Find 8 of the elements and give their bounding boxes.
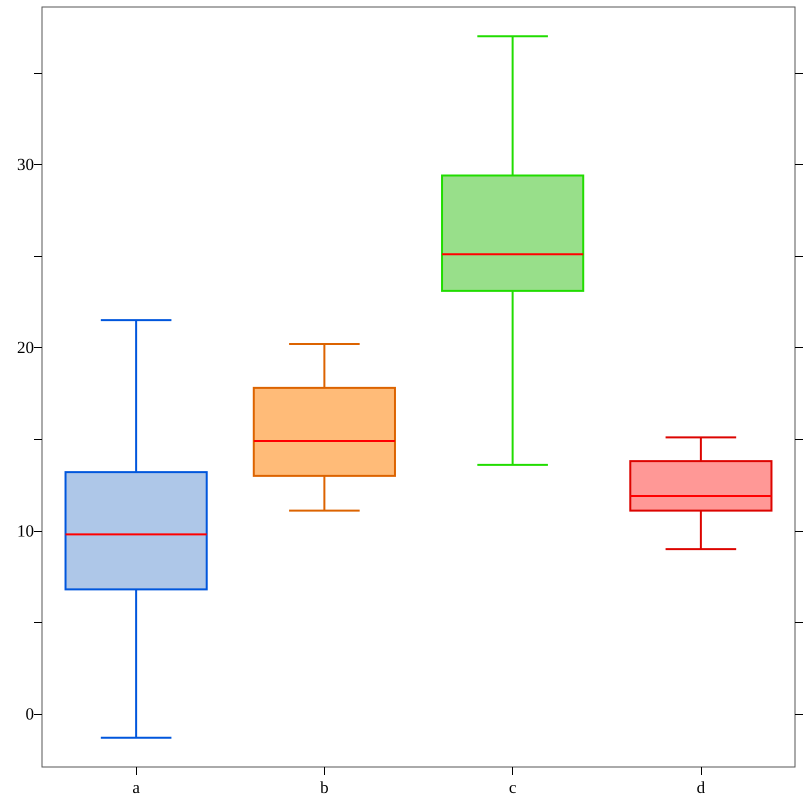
y-tick-label: 0: [26, 704, 34, 724]
y-tick-label: 30: [17, 154, 34, 174]
x-tick-label: d: [696, 778, 706, 797]
x-tick-label: b: [320, 778, 329, 797]
y-tick-label: 20: [17, 338, 34, 358]
x-tick-label: a: [132, 778, 140, 797]
y-tick-label: 10: [17, 521, 34, 540]
x-tick-label: c: [508, 778, 517, 797]
